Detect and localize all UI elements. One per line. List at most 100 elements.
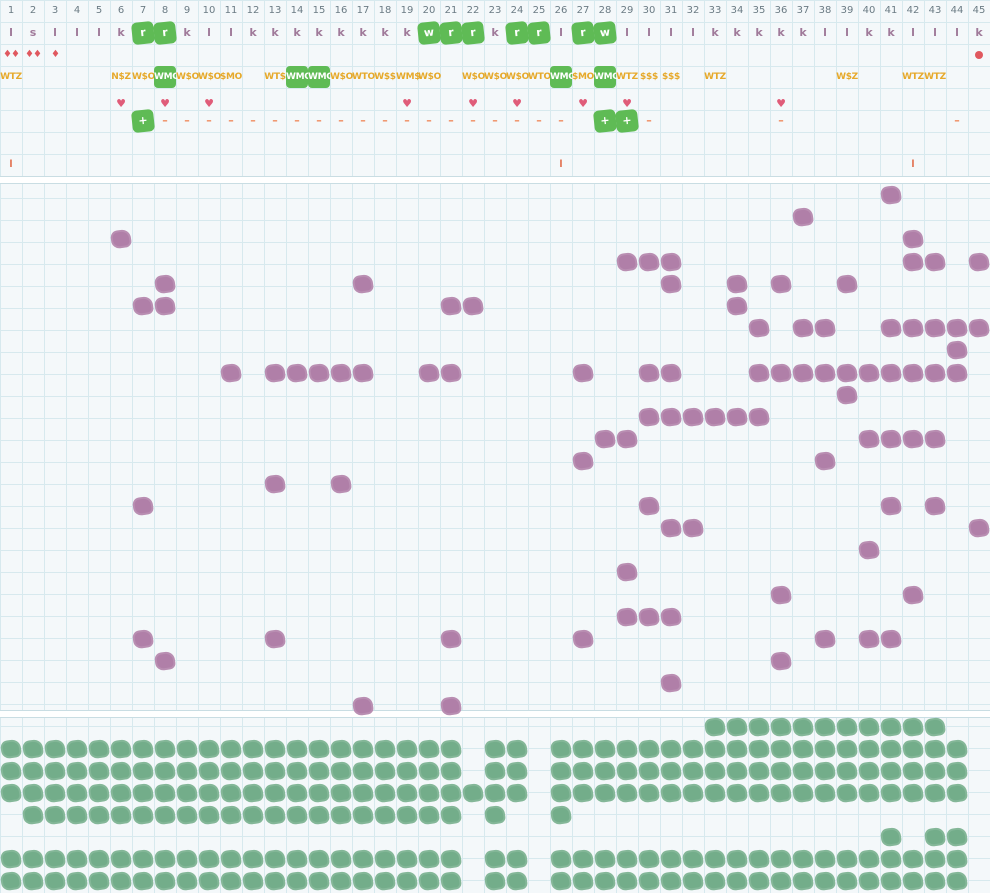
- dash-mark[interactable]: –: [404, 114, 410, 127]
- day-tag[interactable]: $MO: [572, 72, 594, 82]
- day-tag[interactable]: W$O: [506, 72, 529, 82]
- day-tag[interactable]: WM$: [396, 72, 421, 82]
- tick-mark[interactable]: l: [559, 159, 563, 170]
- day-tag[interactable]: WMO: [308, 66, 334, 88]
- day-letter[interactable]: k: [183, 26, 191, 39]
- plus-icon[interactable]: +: [592, 108, 618, 134]
- heart-icon[interactable]: ♥: [160, 97, 170, 110]
- day-tag[interactable]: WMO: [594, 66, 620, 88]
- day-letter[interactable]: k: [315, 26, 323, 39]
- purple-blot[interactable]: [945, 317, 969, 339]
- day-tag[interactable]: W$O: [330, 72, 353, 82]
- day-letter[interactable]: k: [733, 26, 741, 39]
- purple-blot[interactable]: [901, 317, 925, 339]
- day-tag[interactable]: WTZ: [924, 72, 946, 82]
- day-letter[interactable]: l: [9, 26, 13, 39]
- dash-mark[interactable]: –: [492, 114, 498, 127]
- day-letter[interactable]: k: [117, 26, 125, 39]
- day-tag[interactable]: WMO: [550, 66, 576, 88]
- dash-mark[interactable]: –: [272, 114, 278, 127]
- day-letter[interactable]: k: [799, 26, 807, 39]
- dash-mark[interactable]: –: [558, 114, 564, 127]
- day-tag[interactable]: WTZ: [902, 72, 924, 82]
- day-tag[interactable]: $MO: [220, 72, 242, 82]
- day-letter[interactable]: k: [711, 26, 719, 39]
- plus-icon[interactable]: +: [614, 108, 640, 134]
- heart-icon[interactable]: ♥: [512, 97, 522, 110]
- heart-icon[interactable]: ♥: [468, 97, 478, 110]
- plus-icon[interactable]: +: [130, 108, 156, 134]
- day-letter[interactable]: r: [570, 20, 596, 46]
- day-letter[interactable]: r: [130, 20, 156, 46]
- heart-icon[interactable]: ♥: [204, 97, 214, 110]
- dash-mark[interactable]: –: [646, 114, 652, 127]
- purple-blot[interactable]: [923, 428, 947, 450]
- dash-mark[interactable]: –: [294, 114, 300, 127]
- day-letter[interactable]: l: [559, 26, 563, 39]
- day-letter[interactable]: l: [75, 26, 79, 39]
- day-tag[interactable]: W$O: [176, 72, 199, 82]
- day-letter[interactable]: w: [416, 20, 442, 46]
- dash-mark[interactable]: –: [338, 114, 344, 127]
- day-letter[interactable]: r: [504, 20, 530, 46]
- day-tag[interactable]: $$$: [640, 72, 658, 82]
- day-letter[interactable]: r: [438, 20, 464, 46]
- dash-mark[interactable]: –: [162, 114, 168, 127]
- day-letter[interactable]: l: [53, 26, 57, 39]
- day-letter[interactable]: l: [625, 26, 629, 39]
- day-letter[interactable]: l: [823, 26, 827, 39]
- day-letter[interactable]: l: [207, 26, 211, 39]
- day-letter[interactable]: r: [152, 20, 178, 46]
- dash-mark[interactable]: –: [250, 114, 256, 127]
- day-letter[interactable]: k: [381, 26, 389, 39]
- purple-blot[interactable]: [901, 428, 925, 450]
- day-letter[interactable]: l: [691, 26, 695, 39]
- day-tag[interactable]: WTO: [352, 72, 375, 82]
- heart-icon[interactable]: ♥: [402, 97, 412, 110]
- purple-blot[interactable]: [879, 317, 903, 339]
- dash-mark[interactable]: –: [206, 114, 212, 127]
- day-letter[interactable]: l: [97, 26, 101, 39]
- day-tag[interactable]: WMO: [154, 66, 180, 88]
- heart-icon[interactable]: ♥: [622, 97, 632, 110]
- dash-mark[interactable]: –: [382, 114, 388, 127]
- dash-mark[interactable]: –: [514, 114, 520, 127]
- heart-icon[interactable]: ♥: [578, 97, 588, 110]
- day-tag[interactable]: WT$: [264, 72, 286, 82]
- day-letter[interactable]: k: [337, 26, 345, 39]
- day-letter[interactable]: r: [526, 20, 552, 46]
- heart-icon[interactable]: ♥: [776, 97, 786, 110]
- day-letter[interactable]: k: [887, 26, 895, 39]
- purple-blot[interactable]: [857, 539, 881, 561]
- purple-blot[interactable]: [923, 317, 947, 339]
- day-letter[interactable]: k: [403, 26, 411, 39]
- day-letter[interactable]: l: [933, 26, 937, 39]
- purple-blot[interactable]: [747, 317, 771, 339]
- day-letter[interactable]: k: [865, 26, 873, 39]
- tick-mark[interactable]: l: [911, 159, 915, 170]
- day-tag[interactable]: WTZ: [616, 72, 638, 82]
- day-letter[interactable]: s: [29, 26, 37, 39]
- dash-mark[interactable]: –: [448, 114, 454, 127]
- heart-icon[interactable]: ♥: [116, 97, 126, 110]
- day-letter[interactable]: k: [293, 26, 301, 39]
- dash-mark[interactable]: –: [778, 114, 784, 127]
- purple-blot[interactable]: [879, 428, 903, 450]
- day-letter[interactable]: k: [777, 26, 785, 39]
- dash-mark[interactable]: –: [184, 114, 190, 127]
- day-tag[interactable]: WMO: [286, 66, 312, 88]
- day-tag[interactable]: W$Z: [836, 72, 858, 82]
- purple-blot[interactable]: [857, 428, 881, 450]
- day-tag[interactable]: $$$: [662, 72, 680, 82]
- purple-blot[interactable]: [593, 428, 617, 450]
- day-letter[interactable]: l: [647, 26, 651, 39]
- dash-mark[interactable]: –: [316, 114, 322, 127]
- dash-mark[interactable]: –: [426, 114, 432, 127]
- dash-mark[interactable]: –: [360, 114, 366, 127]
- purple-blot[interactable]: [967, 317, 990, 339]
- day-tag[interactable]: W$$: [374, 72, 396, 82]
- purple-blot[interactable]: [615, 428, 639, 450]
- day-letter[interactable]: l: [911, 26, 915, 39]
- day-tag[interactable]: W$O: [418, 72, 441, 82]
- day-letter[interactable]: k: [491, 26, 499, 39]
